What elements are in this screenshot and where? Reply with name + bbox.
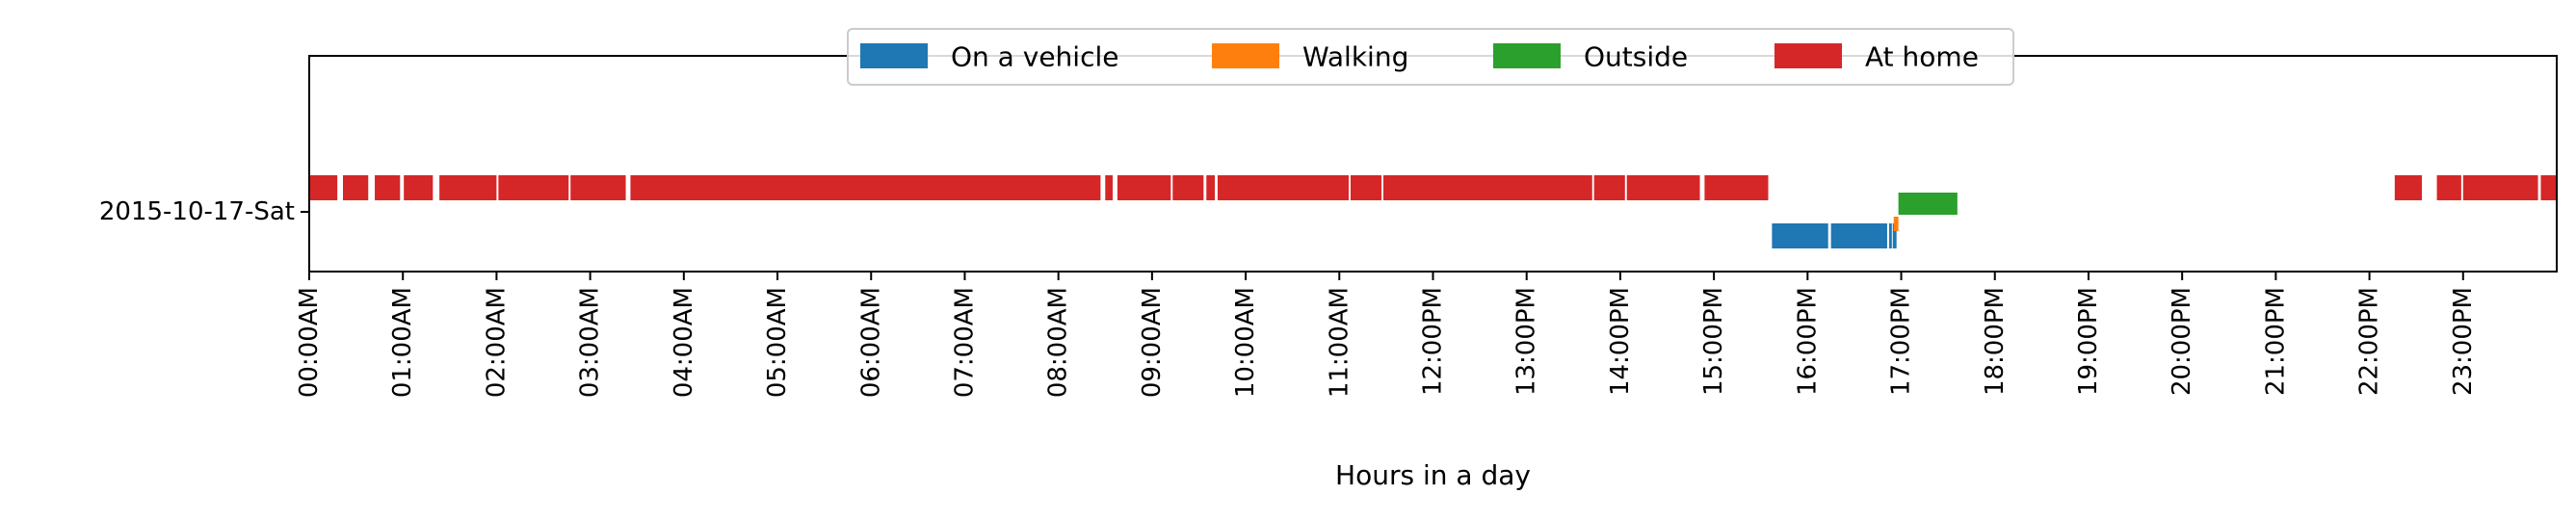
x-tick-label-20: 20:00PM [2168,287,2196,396]
at-home-bar-13 [1350,175,1382,200]
x-tick-label-7: 07:00AM [950,287,979,398]
at-home-bar-12 [1217,175,1350,200]
walking-bar-0 [1893,217,1899,231]
at-home-bar-20 [2462,175,2538,200]
at-home-bar-8 [1105,175,1114,200]
at-home-bar-16 [1626,175,1700,200]
x-tick-label-2: 02:00AM [482,287,511,398]
at-home-bar-18 [2394,175,2423,200]
x-tick-label-21: 21:00PM [2261,287,2290,396]
at-home-bar-17 [1704,175,1769,200]
x-tick-label-17: 17:00PM [1887,287,1916,396]
legend: On a vehicle Walking Outside At home [847,28,2014,86]
at-home-bar-10 [1172,175,1204,200]
x-tick-label-12: 12:00PM [1419,287,1448,396]
x-axis: 00:00AM 01:00AM 02:00AM 03:00AM 04:00AM 05:00… [295,272,2478,398]
x-tick-label-0: 00:00AM [295,287,324,398]
legend-swatch-at-home [1774,43,1842,68]
at-home-bar-19 [2436,175,2461,200]
y-axis: 2015-10-17-Sat [99,197,309,226]
at-home-bar-1 [342,175,369,200]
at-home-bar-0 [309,175,338,200]
outside-bar-0 [1898,193,1958,215]
x-tick-label-5: 05:00AM [763,287,792,398]
legend-box [847,28,2014,86]
at-home-bar-14 [1382,175,1592,200]
legend-label-on-a-vehicle: On a vehicle [951,41,1118,73]
x-tick-label-13: 13:00PM [1512,287,1541,396]
at-home-bar-21 [2540,175,2557,200]
at-home-bar-2 [375,175,401,200]
bars-layer [309,175,2557,248]
x-tick-label-19: 19:00PM [2074,287,2103,396]
at-home-bar-6 [570,175,626,200]
at-home-bar-11 [1206,175,1216,200]
x-tick-label-14: 14:00PM [1606,287,1635,396]
at-home-bar-5 [498,175,569,200]
x-tick-label-1: 01:00AM [388,287,417,398]
at-home-bar-9 [1117,175,1171,200]
legend-label-outside: Outside [1584,41,1688,73]
y-tick-label: 2015-10-17-Sat [99,197,295,226]
on-a-vehicle-bar-3 [1892,223,1897,248]
legend-label-at-home: At home [1865,41,1979,73]
x-tick-label-16: 16:00PM [1793,287,1822,396]
on-a-vehicle-bar-2 [1888,223,1892,248]
at-home-bar-3 [404,175,434,200]
legend-swatch-on-a-vehicle [860,43,928,68]
at-home-bar-15 [1593,175,1625,200]
at-home-bar-4 [439,175,497,200]
x-tick-label-8: 08:00AM [1044,287,1073,398]
x-tick-label-11: 11:00AM [1325,287,1354,398]
x-tick-label-9: 09:00AM [1138,287,1167,398]
on-a-vehicle-bar-0 [1772,223,1828,248]
x-tick-label-18: 18:00PM [1981,287,2010,396]
x-tick-label-23: 23:00PM [2449,287,2478,396]
x-tick-label-10: 10:00AM [1231,287,1260,398]
on-a-vehicle-bar-1 [1830,223,1887,248]
x-tick-label-4: 04:00AM [670,287,698,398]
x-tick-label-15: 15:00PM [1699,287,1728,396]
legend-swatch-outside [1493,43,1561,68]
legend-label-walking: Walking [1302,41,1408,73]
x-tick-label-22: 22:00PM [2355,287,2384,396]
x-axis-label: Hours in a day [1335,459,1531,491]
x-tick-label-6: 06:00AM [856,287,885,398]
at-home-bar-7 [630,175,1101,200]
legend-swatch-walking [1212,43,1279,68]
x-tick-label-3: 03:00AM [576,287,605,398]
